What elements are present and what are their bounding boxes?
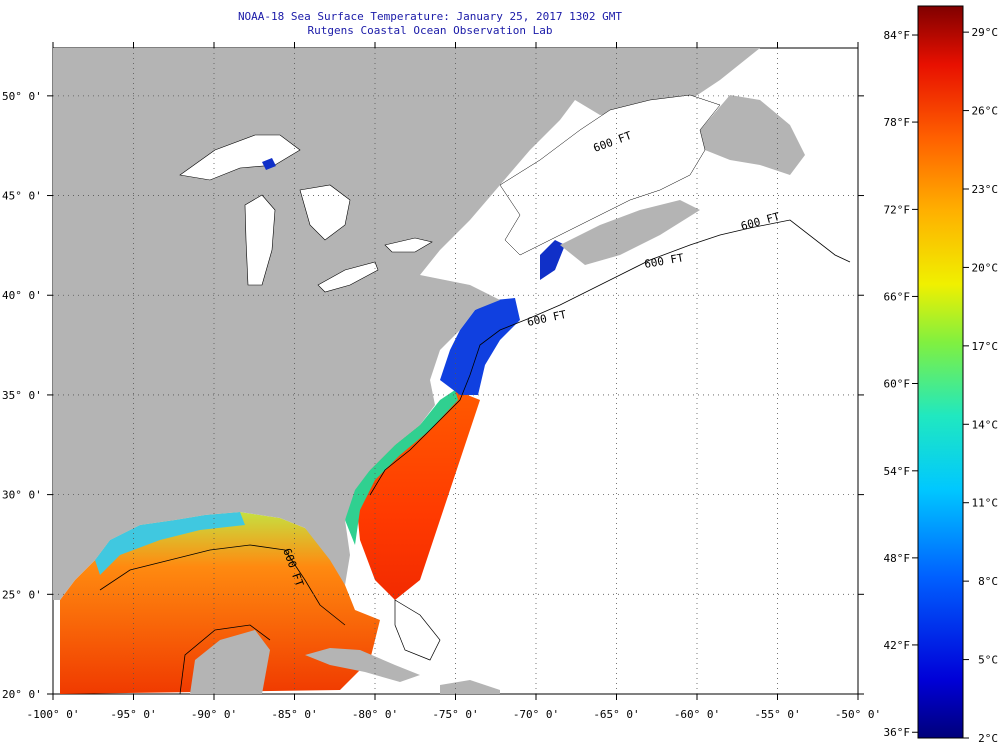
colorbar — [917, 5, 964, 739]
colorbar-f-label: 54°F — [884, 465, 911, 478]
lat-tick-label: 35° 0' — [2, 389, 42, 402]
lon-tick-label: -100° 0' — [27, 708, 80, 721]
land-north-america — [53, 48, 760, 600]
lake-huron — [299, 184, 351, 241]
land-hispaniola — [440, 680, 500, 694]
lat-tick-label: 25° 0' — [2, 588, 42, 601]
contour-600ft-bahamas — [394, 599, 441, 661]
colorbar-f-label: 36°F — [884, 726, 911, 739]
lat-tick-label: 45° 0' — [2, 190, 42, 203]
lon-tick-label: -85° 0' — [271, 708, 317, 721]
contour-600ft-atlantic — [369, 219, 851, 496]
land-cuba — [305, 648, 420, 682]
graticule — [53, 48, 858, 694]
lat-tick-label: 50° 0' — [2, 90, 42, 103]
lon-tick-label: -65° 0' — [593, 708, 639, 721]
land-nova-scotia — [560, 200, 700, 265]
colorbar-c-label: 8°C — [978, 575, 998, 588]
colorbar-f-label: 66°F — [884, 290, 911, 303]
lon-tick-label: -60° 0' — [674, 708, 720, 721]
gulf-stream-sst — [355, 390, 480, 600]
colorbar-f-label: 60°F — [884, 378, 911, 391]
colorbar-c-label: 29°C — [972, 26, 999, 39]
lake-superior — [179, 134, 301, 181]
lon-tick-label: -75° 0' — [432, 708, 478, 721]
map-title: NOAA-18 Sea Surface Temperature: January… — [237, 10, 623, 23]
axes: -100° 0' -95° 0' -90° 0' -85° 0' -80° 0' -75°… — [2, 42, 881, 721]
gulf-of-mexico-sst — [60, 512, 380, 694]
colorbar-c-label: 14°C — [972, 418, 999, 431]
colorbar-c-label: 20°C — [972, 261, 999, 274]
land-yucatan — [190, 630, 270, 694]
lake-michigan — [244, 194, 276, 286]
lon-tick-label: -55° 0' — [754, 708, 800, 721]
lat-tick-label: 40° 0' — [2, 289, 42, 302]
colorbar-c-label: 5°C — [978, 654, 998, 667]
colorbar-f-label: 48°F — [884, 552, 911, 565]
land-newfoundland — [700, 95, 805, 175]
lon-tick-label: -95° 0' — [110, 708, 156, 721]
colorbar-f-label: 72°F — [884, 203, 911, 216]
shelf-cool-band — [345, 390, 458, 545]
mid-atlantic-cold — [440, 298, 520, 395]
lon-tick-label: -50° 0' — [835, 708, 881, 721]
lon-tick-label: -90° 0' — [191, 708, 237, 721]
st-lawrence-water — [499, 94, 721, 256]
lake-nipigon-cold — [262, 158, 276, 170]
colorbar-ticks: 84°F 78°F 72°F 66°F 60°F 54°F 48°F 42°F 36°F 29°C… — [884, 26, 999, 745]
gulf-coastal-cool — [95, 512, 245, 575]
colorbar-c-label: 11°C — [972, 497, 999, 510]
lake-erie — [317, 261, 379, 293]
colorbar-c-label: 26°C — [972, 105, 999, 118]
colorbar-c-label: 23°C — [972, 183, 999, 196]
colorbar-c-label: 2°C — [978, 732, 998, 745]
contour-600ft-yucatan — [179, 624, 271, 694]
colorbar-f-label: 42°F — [884, 639, 911, 652]
contour-600ft-gulf — [99, 544, 346, 626]
lake-ontario — [384, 237, 433, 253]
gulf-of-maine-cold — [540, 240, 565, 280]
colorbar-f-label: 78°F — [884, 116, 911, 129]
lat-tick-label: 30° 0' — [2, 489, 42, 502]
lon-tick-label: -70° 0' — [513, 708, 559, 721]
lon-tick-label: -80° 0' — [352, 708, 398, 721]
colorbar-f-label: 84°F — [884, 29, 911, 42]
lat-tick-label: 20° 0' — [2, 688, 42, 701]
map-subtitle: Rutgens Coastal Ocean Observation Lab — [307, 24, 553, 37]
colorbar-c-label: 17°C — [972, 340, 999, 353]
